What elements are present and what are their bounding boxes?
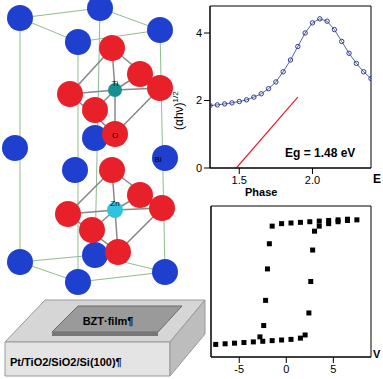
svg-text:2: 2 bbox=[196, 94, 202, 106]
svg-text:Ti: Ti bbox=[112, 79, 119, 88]
svg-text:5: 5 bbox=[330, 363, 336, 375]
svg-text:Pt/TiO2/SiO2/Si(100)¶: Pt/TiO2/SiO2/Si(100)¶ bbox=[10, 356, 122, 368]
svg-text:2.0: 2.0 bbox=[305, 174, 320, 186]
svg-text:0: 0 bbox=[283, 363, 289, 375]
html-text:V: V bbox=[373, 348, 381, 360]
svg-text:-5: -5 bbox=[234, 363, 244, 375]
svg-text:(αhν)1/2: (αhν)1/2 bbox=[171, 91, 186, 130]
svg-text:0: 0 bbox=[196, 162, 202, 174]
svg-text:1.5: 1.5 bbox=[232, 174, 247, 186]
svg-text:BZT·film¶: BZT·film¶ bbox=[83, 315, 134, 327]
html-text:E: E bbox=[373, 172, 381, 186]
svg-text:4: 4 bbox=[196, 27, 202, 39]
html-text:Eg = 1.48 eV: Eg = 1.48 eV bbox=[285, 146, 356, 160]
svg-text:Bi: Bi bbox=[154, 155, 161, 164]
html-text:Phase: Phase bbox=[245, 186, 278, 198]
svg-text:Zn: Zn bbox=[110, 199, 119, 208]
svg-text:O: O bbox=[112, 131, 118, 140]
